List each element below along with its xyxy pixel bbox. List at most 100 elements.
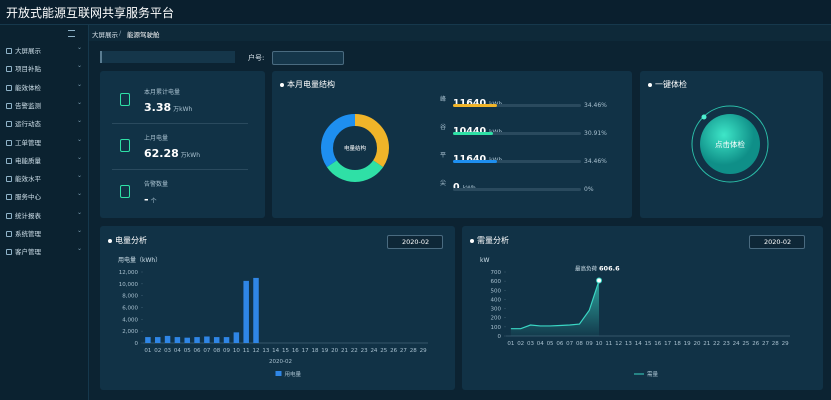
row-percent: 34.46%: [584, 158, 607, 165]
x-tick-label: 20: [693, 341, 700, 347]
menu-icon: [6, 121, 12, 128]
menu-label: 工单管理: [15, 138, 41, 147]
x-tick-label: 23: [361, 348, 368, 354]
x-tick-label: 07: [203, 348, 210, 354]
menu-item[interactable]: 项目补贴 ⌄: [6, 62, 84, 73]
x-tick-label: 01: [507, 341, 514, 347]
menu-chevron: ⌄: [76, 135, 82, 143]
menu-chevron: ⌄: [76, 190, 82, 198]
y-tick-label: 12,000: [119, 270, 139, 276]
x-tick-label: 13: [625, 341, 632, 347]
menu-chevron: ⌄: [76, 245, 82, 253]
x-tick-label: 06: [556, 341, 563, 347]
menu-chevron: ⌄: [76, 80, 82, 88]
x-tick-label: 02: [154, 348, 161, 354]
menu-chevron: ⌄: [76, 98, 82, 106]
x-tick-label: 28: [410, 348, 417, 354]
stat-number: -: [144, 193, 149, 206]
menu-label: 大屏展示: [15, 47, 41, 55]
x-tick-label: 12: [615, 341, 622, 347]
progress-track: [453, 132, 581, 135]
x-tick-label: 01: [144, 348, 151, 354]
check-ring: [691, 105, 769, 183]
account-select[interactable]: [272, 51, 344, 65]
date-text: 2020-02: [764, 238, 792, 246]
menu-item[interactable]: 大屏展示 ⌄: [6, 44, 84, 55]
menu-item[interactable]: 系统管理 ⌄: [6, 227, 84, 238]
menu-item[interactable]: 告警监测 ⌄: [6, 98, 84, 110]
y-tick-label: 700: [491, 270, 502, 276]
stat-label: 告警数量: [144, 181, 169, 188]
menu-item[interactable]: 能效体检 ⌄: [6, 80, 84, 92]
x-tick-label: 14: [272, 348, 279, 354]
menu-item[interactable]: 工单管理 ⌄: [6, 135, 84, 147]
progress-track: [453, 160, 581, 163]
x-tick-label: 10: [596, 341, 603, 347]
menu-item[interactable]: 电能质量 ⌄: [6, 154, 84, 165]
annotation-label: 最高负荷: [575, 265, 598, 273]
check-dot: [701, 114, 707, 120]
x-tick-label: 07: [566, 341, 573, 347]
y-tick-label: 100: [491, 325, 502, 331]
search-input[interactable]: [100, 51, 235, 63]
bar: [243, 280, 249, 343]
menu-icon: [6, 157, 12, 164]
progress-fill: [453, 160, 498, 163]
app-title: 开放式能源互联网共享服务平台: [6, 6, 175, 20]
progress-fill: [453, 132, 493, 135]
x-tick-label: 11: [243, 348, 250, 354]
bar: [253, 277, 259, 343]
menu-item[interactable]: 客户管理 ⌄: [6, 245, 84, 257]
x-tick-label: 16: [654, 341, 661, 347]
x-axis-label: 2020-02: [269, 359, 292, 365]
legend-label: 用电量: [285, 370, 302, 378]
menu-toggle[interactable]: [68, 30, 75, 37]
date-text: 2020-02: [402, 238, 430, 246]
panel-title: 本月电量结构: [280, 79, 335, 90]
menu-item[interactable]: 运行动态 ⌄: [6, 117, 84, 128]
stat-icon: [120, 185, 130, 198]
stats-panel: 本月累计电量 3.38 万kWh 上月电量 62.28 万kWh 告警数量 - 个: [100, 71, 265, 218]
x-tick-label: 27: [762, 341, 769, 347]
menu-item[interactable]: 服务中心 ⌄: [6, 190, 84, 201]
demand-panel: 需量分析 2020-02: [462, 226, 823, 390]
stat-label: 上月电量: [144, 135, 169, 142]
menu-label: 统计报表: [15, 211, 41, 220]
x-tick-label: 17: [302, 348, 309, 354]
menu-label: 告警监测: [15, 101, 41, 110]
x-tick-label: 25: [380, 348, 387, 354]
stat-icon: [120, 93, 130, 106]
row-number: 11640: [453, 154, 486, 165]
check-button-label[interactable]: 点击体检: [715, 139, 745, 149]
x-tick-label: 21: [341, 348, 348, 354]
y-axis-label: kW: [480, 257, 489, 264]
x-tick-label: 28: [772, 341, 779, 347]
x-tick-label: 11: [605, 341, 612, 347]
date-picker[interactable]: 2020-02: [749, 235, 805, 249]
progress-track: [453, 188, 581, 191]
check-button[interactable]: [700, 114, 760, 174]
divider: [112, 123, 248, 124]
crumb-item[interactable]: 大屏展示: [92, 31, 118, 39]
y-tick-label: 4,000: [122, 317, 138, 323]
menu-item[interactable]: 能效水平 ⌄: [6, 172, 84, 183]
legend-label: 需量: [647, 371, 659, 378]
x-tick-label: 03: [164, 348, 171, 354]
y-tick-label: 2,000: [122, 329, 138, 335]
y-tick-label: 500: [491, 288, 502, 294]
y-axis-label: 用电量（kWh）: [118, 256, 161, 264]
x-tick-label: 16: [292, 348, 299, 354]
menu-label: 客户管理: [15, 248, 41, 257]
x-tick-label: 05: [547, 341, 554, 347]
crumb-item: 能源驾驶舱: [127, 31, 160, 39]
stat-number: 3.38: [144, 101, 172, 114]
menu-item[interactable]: 统计报表 ⌄: [6, 209, 84, 220]
y-tick-label: 10,000: [119, 282, 139, 288]
row-number: 11640: [453, 98, 486, 109]
legend-swatch: [275, 371, 282, 376]
date-picker[interactable]: 2020-02: [387, 235, 443, 249]
energy-panel: 电量分析 2020-02: [100, 226, 455, 390]
x-tick-label: 10: [233, 348, 240, 354]
x-tick-label: 04: [174, 348, 181, 354]
